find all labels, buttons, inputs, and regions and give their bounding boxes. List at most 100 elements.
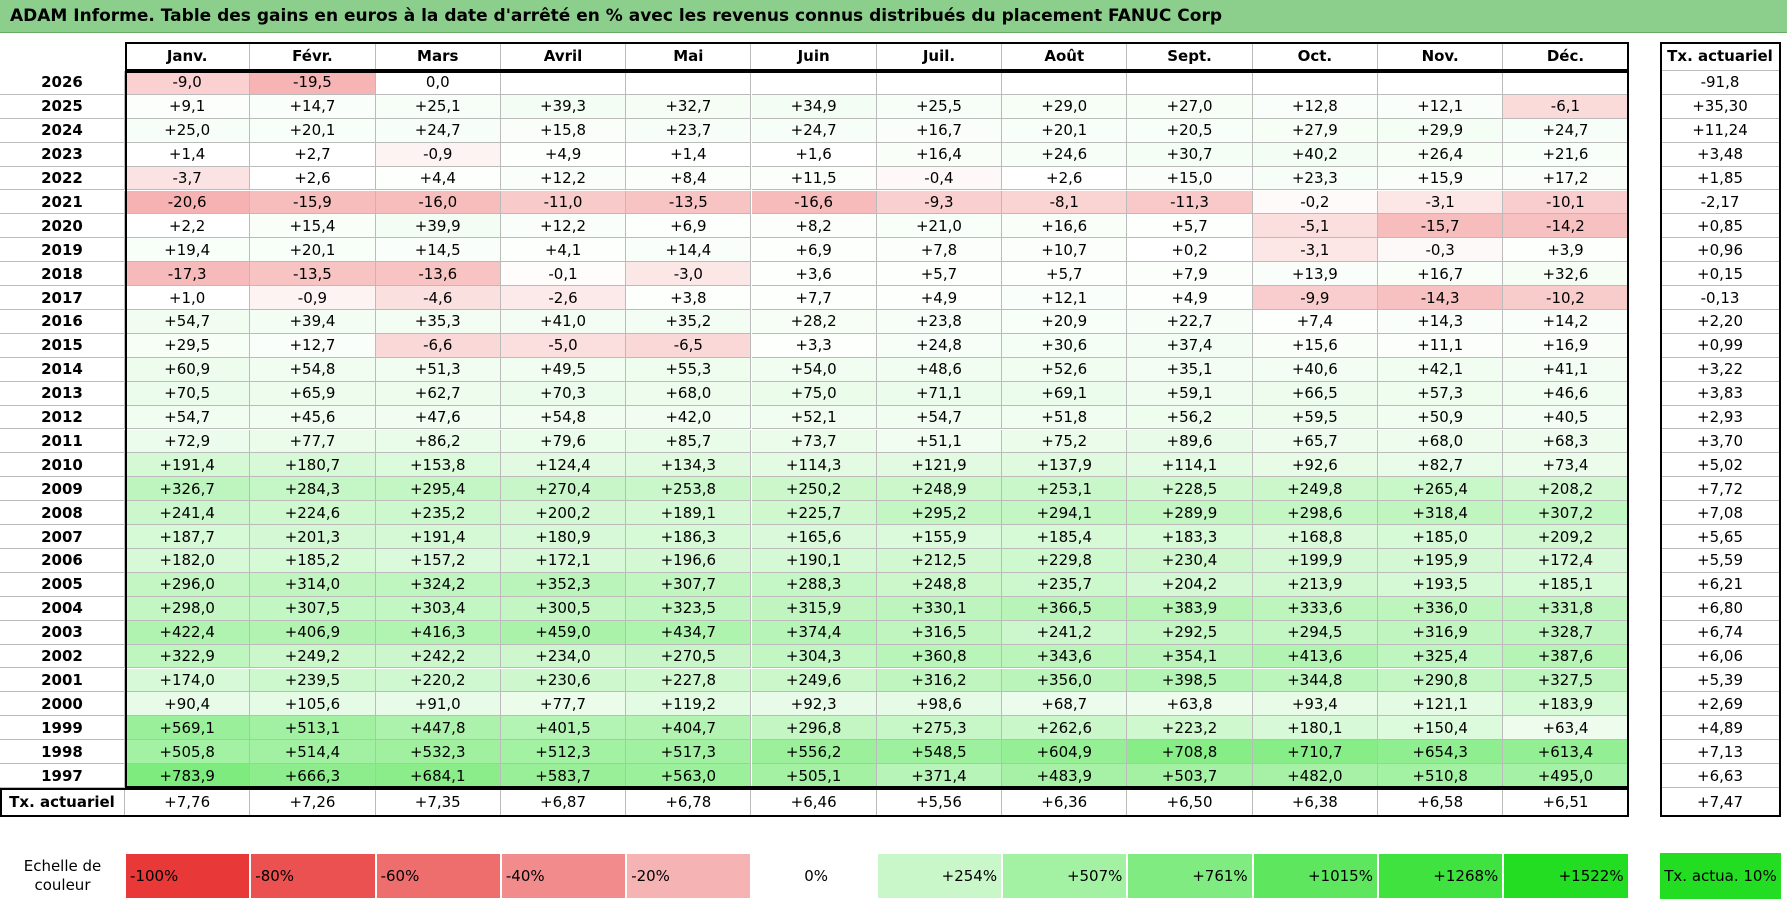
value-cell: +68,0 [1378, 429, 1504, 454]
value-cell: +155,9 [876, 525, 1003, 549]
row-header: 2015 [0, 333, 125, 358]
value-cell: +354,1 [1127, 644, 1253, 669]
value-cell: -9,0 [125, 71, 251, 95]
value-cell: +343,6 [1002, 644, 1128, 669]
value-cell: +253,1 [1002, 477, 1128, 502]
value-cell: +4,4 [375, 166, 501, 191]
value-cell: +73,7 [751, 429, 877, 454]
value-cell: +39,9 [375, 214, 501, 239]
value-cell: +185,0 [1378, 525, 1504, 549]
value-cell: +532,3 [375, 740, 501, 765]
value-cell: +39,3 [500, 94, 627, 119]
empty-cell [1503, 71, 1629, 95]
value-cell: +288,3 [751, 572, 877, 597]
value-cell: +212,5 [876, 549, 1003, 573]
footer-cell: +6,51 [1503, 788, 1629, 817]
legend-step: +254% [876, 853, 1003, 899]
value-cell: +1,0 [125, 286, 251, 310]
value-cell: +54,7 [125, 405, 251, 430]
value-cell: -0,9 [250, 286, 376, 310]
value-cell: +331,8 [1503, 596, 1629, 621]
empty-cell [876, 71, 1003, 95]
empty-cell [751, 71, 877, 95]
value-cell: +230,6 [500, 668, 627, 693]
value-cell: +15,6 [1252, 333, 1378, 358]
value-cell: +45,6 [250, 405, 376, 430]
value-cell: +10,7 [1002, 238, 1128, 263]
row-header: 2005 [0, 572, 125, 597]
value-cell: -19,5 [250, 71, 376, 95]
value-cell: +24,7 [1503, 118, 1629, 143]
value-cell: +2,6 [1002, 166, 1128, 191]
value-cell: +316,9 [1378, 620, 1504, 645]
value-cell: +512,3 [500, 740, 627, 765]
summary-cell: +0,96 [1660, 238, 1781, 263]
value-cell: +352,3 [500, 572, 627, 597]
value-cell: +42,0 [626, 405, 752, 430]
value-cell: +59,5 [1252, 405, 1378, 430]
row-header: 2003 [0, 620, 125, 645]
value-cell: +70,5 [125, 381, 251, 406]
value-cell: +47,6 [375, 405, 501, 430]
value-cell: +510,8 [1378, 764, 1504, 788]
value-cell: +30,7 [1127, 142, 1253, 167]
summary-cell: +0,15 [1660, 262, 1781, 287]
value-cell: +105,6 [250, 692, 376, 717]
row-header: 2020 [0, 214, 125, 239]
empty-cell [1378, 71, 1504, 95]
value-cell: +199,9 [1252, 549, 1378, 573]
value-cell: +8,4 [626, 166, 752, 191]
value-cell: +68,3 [1503, 429, 1629, 454]
row-header: 1999 [0, 716, 125, 741]
value-cell: -5,0 [500, 333, 627, 358]
footer-cell: +6,78 [626, 788, 752, 817]
value-cell: +1,4 [626, 142, 752, 167]
value-cell: +4,1 [500, 238, 627, 263]
footer-cell: +6,36 [1002, 788, 1128, 817]
value-cell: +371,4 [876, 764, 1003, 788]
summary-cell: +7,13 [1660, 740, 1781, 765]
value-cell: +35,3 [375, 310, 501, 334]
value-cell: +241,2 [1002, 620, 1128, 645]
row-header: 2011 [0, 429, 125, 454]
value-cell: +224,6 [250, 501, 376, 526]
value-cell: +517,3 [626, 740, 752, 765]
column-header: Déc. [1503, 42, 1629, 71]
value-cell: +168,8 [1252, 525, 1378, 549]
value-cell: +270,5 [626, 644, 752, 669]
value-cell: +0,2 [1127, 238, 1253, 263]
value-cell: +73,4 [1503, 453, 1629, 478]
value-cell: +344,8 [1252, 668, 1378, 693]
value-cell: +79,6 [500, 429, 627, 454]
summary-cell: +2,93 [1660, 405, 1781, 430]
value-cell: +556,2 [751, 740, 877, 765]
legend-step: -40% [500, 853, 627, 899]
summary-cell: +2,20 [1660, 310, 1781, 334]
summary-cell: +5,39 [1660, 668, 1781, 693]
value-cell: +174,0 [125, 668, 251, 693]
value-cell: +6,9 [626, 214, 752, 239]
value-cell: +270,4 [500, 477, 627, 502]
value-cell: +153,8 [375, 453, 501, 478]
value-cell: +505,1 [751, 764, 877, 788]
value-cell: +12,1 [1002, 286, 1128, 310]
summary-cell: +3,48 [1660, 142, 1781, 167]
value-cell: -11,0 [500, 190, 627, 215]
value-cell: +227,8 [626, 668, 752, 693]
value-cell: +459,0 [500, 620, 627, 645]
value-cell: +22,7 [1127, 310, 1253, 334]
value-cell: +3,9 [1503, 238, 1629, 263]
value-cell: +5,7 [1002, 262, 1128, 287]
value-cell: +200,2 [500, 501, 627, 526]
value-cell: +29,0 [1002, 94, 1128, 119]
value-cell: +16,4 [876, 142, 1003, 167]
value-cell: +292,5 [1127, 620, 1253, 645]
value-cell: +315,9 [751, 596, 877, 621]
value-cell: +241,4 [125, 501, 251, 526]
value-cell: +12,1 [1378, 94, 1504, 119]
value-cell: +304,3 [751, 644, 877, 669]
footer-cell: +6,38 [1252, 788, 1378, 817]
legend-step: -60% [375, 853, 501, 899]
value-cell: +25,5 [876, 94, 1003, 119]
value-cell: +70,3 [500, 381, 627, 406]
